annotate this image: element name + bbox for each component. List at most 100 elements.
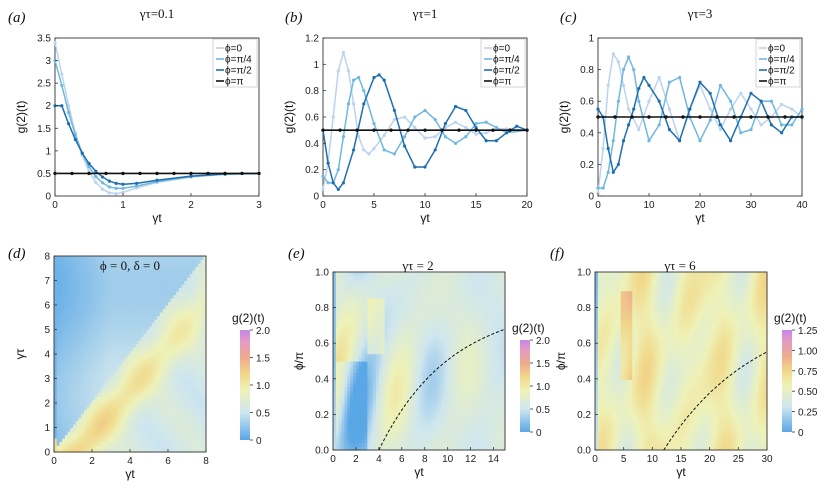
heatmap-cell — [341, 342, 346, 347]
heatmap-cell — [102, 368, 107, 373]
heatmap-cell — [387, 275, 391, 281]
heatmap-cell — [168, 256, 172, 261]
heatmap-cell — [105, 399, 109, 404]
heatmap-cell — [358, 316, 363, 321]
heatmap-cell — [159, 378, 164, 383]
heatmap-cell — [203, 385, 207, 390]
heatmap-cell — [178, 305, 183, 310]
heatmap-cell — [89, 420, 93, 425]
heatmap-cell — [381, 320, 386, 325]
heatmap-cell — [404, 309, 409, 314]
heatmap-cell — [181, 333, 185, 338]
heatmap-cell — [407, 379, 411, 384]
heatmap-cell — [92, 291, 96, 296]
heatmap-cell — [94, 441, 99, 446]
heatmap-cell — [181, 410, 185, 415]
heatmap-cell — [413, 331, 417, 336]
heatmap-cell — [335, 301, 340, 306]
x-tick-label: 0 — [52, 200, 58, 211]
heatmap-cell — [176, 298, 180, 303]
heatmap-cell — [398, 349, 403, 355]
heatmap-cell — [127, 319, 131, 324]
heatmap-cell — [176, 329, 180, 334]
heatmap-cell — [97, 287, 101, 292]
heatmap-cell — [407, 301, 411, 306]
heatmap-cell — [353, 283, 357, 288]
heatmap-cell — [62, 410, 66, 415]
heatmap-cell — [70, 294, 74, 299]
heatmap-cell — [192, 319, 196, 324]
heatmap-cell — [404, 375, 409, 381]
heatmap-cell — [151, 277, 156, 282]
data-point — [80, 151, 84, 155]
heatmap-cell — [165, 315, 169, 320]
heatmap-cell — [143, 280, 147, 285]
heatmap-cell — [361, 331, 366, 336]
data-point — [67, 122, 71, 126]
heatmap-cell — [413, 275, 417, 281]
heatmap-cell — [83, 270, 88, 275]
y-tick-label: 5 — [44, 325, 50, 336]
heatmap-cell — [416, 420, 420, 425]
heatmap-cell — [100, 445, 104, 450]
heatmap-cell — [140, 277, 145, 282]
heatmap-cell — [154, 357, 158, 362]
heatmap-cell — [157, 263, 161, 268]
heatmap-cell — [350, 297, 354, 303]
heatmap-cell — [170, 378, 175, 383]
heatmap-cell — [108, 406, 112, 411]
heatmap-cell — [162, 431, 166, 436]
heatmap-cell — [344, 275, 348, 281]
heatmap-cell — [168, 403, 172, 408]
heatmap-cell — [350, 386, 354, 392]
heatmap-cell — [367, 364, 371, 370]
heatmap-cell — [119, 357, 123, 362]
heatmap-cell — [132, 382, 137, 387]
heatmap-cell — [78, 326, 82, 331]
heatmap-cell — [130, 427, 134, 432]
heatmap-cell — [364, 305, 368, 310]
heatmap-cell — [83, 273, 88, 278]
heatmap-cell — [168, 350, 172, 355]
heatmap-cell — [54, 413, 58, 418]
heatmap-cell — [86, 413, 90, 418]
heatmap-cell — [81, 438, 85, 443]
heatmap-cell — [197, 375, 202, 380]
heatmap-cell — [78, 287, 82, 292]
heatmap-cell — [59, 270, 63, 275]
heatmap-cell — [113, 361, 118, 366]
heatmap-cell — [393, 301, 397, 306]
heatmap-cell — [168, 431, 172, 436]
heatmap-cell — [203, 256, 207, 261]
data-point — [749, 128, 753, 132]
heatmap-cell — [54, 273, 58, 278]
heatmap-cell — [73, 420, 77, 425]
heatmap-cell — [86, 270, 90, 275]
heatmap-cell — [135, 280, 139, 285]
heatmap-cell — [70, 326, 74, 331]
heatmap-cell — [165, 375, 169, 380]
heatmap-cell — [75, 287, 80, 292]
data-point — [494, 139, 498, 143]
heatmap-cell — [401, 375, 406, 381]
heatmap-cell — [97, 371, 101, 376]
heatmap-cell — [410, 368, 414, 373]
heatmap-cell — [404, 386, 409, 392]
heatmap-cell — [184, 347, 188, 352]
heatmap-cell — [146, 371, 150, 376]
heatmap-cell — [170, 417, 175, 422]
heatmap-cell — [81, 326, 85, 331]
heatmap-cell — [59, 326, 63, 331]
heatmap-cell — [67, 434, 71, 439]
heatmap-cell — [67, 403, 71, 408]
heatmap-cell — [62, 357, 66, 362]
heatmap-cell — [197, 410, 202, 415]
data-point — [739, 131, 743, 135]
heatmap-cell — [192, 340, 196, 345]
data-point — [494, 125, 498, 130]
heatmap-cell — [361, 361, 366, 366]
heatmap-cell — [70, 403, 74, 408]
heatmap-cell — [138, 280, 142, 285]
heatmap-cell — [184, 301, 188, 306]
